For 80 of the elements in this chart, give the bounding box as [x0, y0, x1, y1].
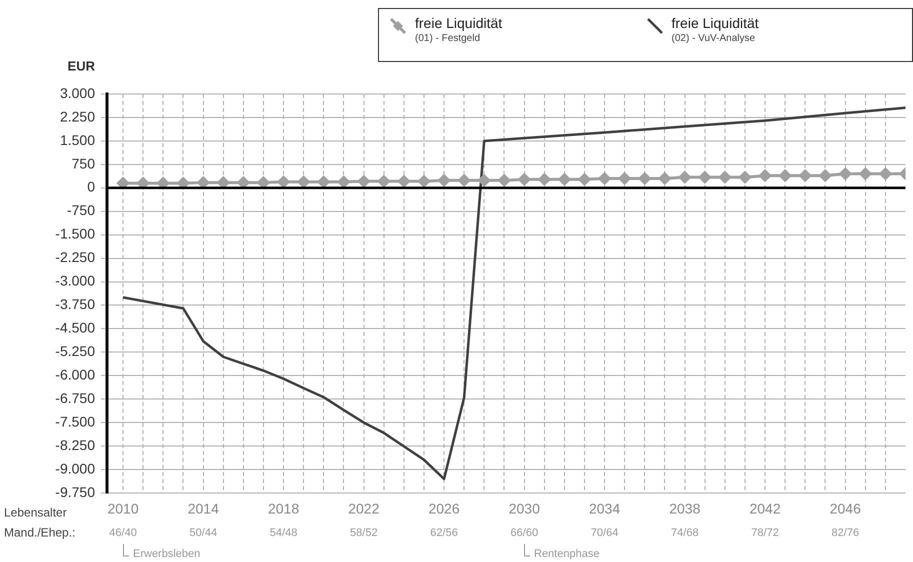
y-tick-label: -4.500 — [55, 320, 96, 336]
point — [799, 170, 812, 182]
point — [278, 176, 290, 188]
point — [718, 171, 731, 184]
text: 54/48 — [270, 527, 298, 540]
text: 82/76 — [832, 527, 860, 540]
point — [638, 172, 651, 184]
point — [879, 168, 892, 180]
y-tick-label: -1.500 — [55, 226, 96, 242]
point — [658, 172, 671, 184]
y-tick-label: -8.250 — [55, 436, 96, 453]
y-tick-label: -6.000 — [55, 366, 96, 383]
point — [298, 176, 310, 188]
point — [598, 172, 611, 184]
y-tick-label: 750 — [72, 155, 96, 172]
point — [859, 168, 872, 180]
point — [698, 171, 711, 184]
x-tick-label: 2034 — [588, 500, 620, 516]
text: 62/56 — [430, 527, 458, 540]
point — [478, 174, 490, 186]
point — [558, 173, 570, 186]
point — [578, 173, 590, 186]
point — [398, 175, 410, 188]
text: 74/68 — [671, 527, 699, 540]
point — [438, 174, 450, 186]
x-tick-label: 2022 — [348, 500, 380, 516]
point — [358, 175, 370, 188]
point — [498, 174, 510, 186]
text: 70/64 — [590, 527, 618, 540]
text: Rentenphase — [534, 548, 600, 560]
text: 50/44 — [190, 527, 218, 540]
y-tick-label: -9.750 — [55, 484, 96, 500]
text: Mand./Ehep.: — [4, 525, 76, 540]
y-tick-label: -9.000 — [55, 460, 96, 476]
y-tick-label: -2.250 — [55, 249, 96, 266]
x-tick-label: 2042 — [749, 500, 781, 516]
point — [338, 176, 350, 188]
point — [458, 174, 470, 186]
text: 78/72 — [751, 527, 779, 540]
x-tick-label: 2026 — [428, 500, 460, 516]
legend-label: freie Liquidität (02) - VuV-Analyse — [672, 15, 760, 45]
text: 46/40 — [109, 527, 137, 540]
point — [779, 170, 792, 182]
point — [318, 176, 330, 188]
x-tick-label: 2038 — [669, 500, 701, 516]
x-tick-label: 2018 — [268, 500, 300, 516]
point — [678, 171, 691, 184]
text: Erwerbsleben — [133, 548, 200, 560]
point — [157, 177, 170, 190]
x-tick-label: 2046 — [830, 500, 862, 516]
point — [137, 177, 150, 190]
y-axis-title: EUR — [68, 58, 96, 74]
y-tick-label: -5.250 — [55, 343, 96, 360]
y-tick-label: -3.000 — [55, 272, 96, 289]
y-tick-label: -7.500 — [55, 413, 96, 430]
y-tick-label: 1.500 — [60, 132, 96, 148]
point — [759, 170, 772, 182]
point — [378, 175, 390, 188]
point — [819, 170, 832, 182]
y-tick-label: 2.250 — [60, 108, 96, 124]
x-tick-label: 2014 — [188, 500, 220, 516]
point — [839, 168, 852, 180]
point — [739, 171, 751, 184]
x-axis-title: Lebensalter — [4, 505, 67, 520]
y-tick-label: -750 — [66, 202, 96, 218]
legend-label: freie Liquidität (01) - Festgeld — [415, 15, 504, 45]
point — [418, 175, 430, 188]
point — [117, 177, 130, 190]
y-tick-label: 3.000 — [60, 84, 96, 101]
x-tick-label: 2010 — [107, 500, 139, 516]
point — [177, 177, 190, 190]
text: 66/60 — [510, 527, 538, 540]
point — [518, 173, 530, 186]
point — [538, 173, 550, 186]
text: 58/52 — [350, 527, 378, 540]
y-tick-label: -3.750 — [55, 296, 96, 312]
point — [618, 172, 631, 184]
y-tick-label: 0 — [87, 178, 96, 195]
x-tick-label: 2030 — [508, 500, 540, 516]
y-tick-label: -6.750 — [55, 390, 96, 406]
